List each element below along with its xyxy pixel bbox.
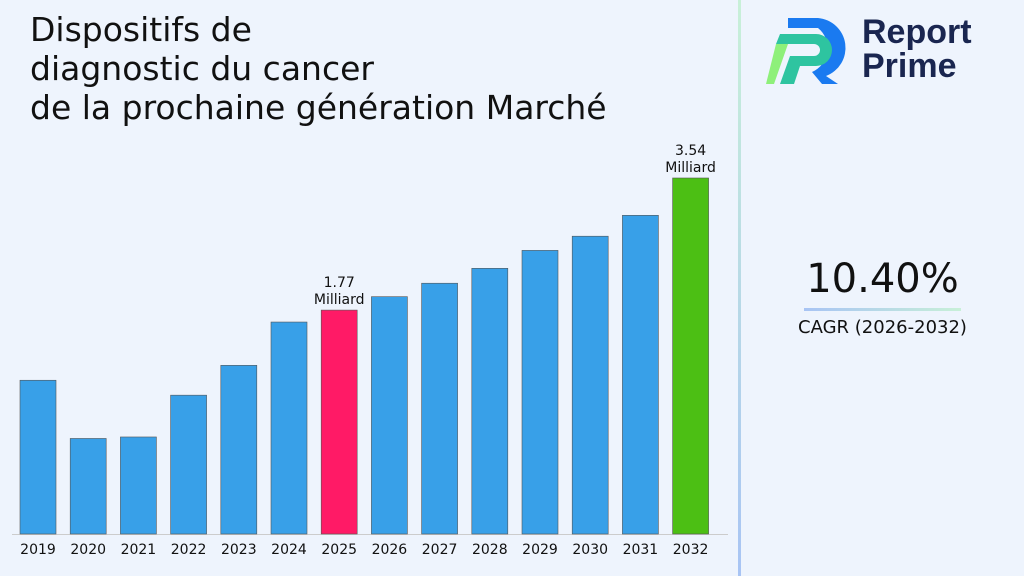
x-tick-label: 2019 <box>20 542 56 558</box>
bar-2030 <box>571 235 609 535</box>
cagr-label: CAGR (2026-2032) <box>798 317 967 338</box>
bar-2020 <box>69 438 107 535</box>
x-tick-label: 2028 <box>472 542 508 558</box>
bar-2028 <box>471 268 509 535</box>
x-tick-label: 2027 <box>422 542 458 558</box>
data-label-unit: Milliard <box>314 292 365 308</box>
x-tick-label: 2020 <box>70 542 106 558</box>
x-tick-label: 2024 <box>271 542 307 558</box>
x-tick-label: 2021 <box>121 542 157 558</box>
bar-2023 <box>220 365 258 535</box>
bar-2022 <box>170 394 207 535</box>
logo-text-prime: Prime <box>862 47 957 85</box>
data-label-unit: Milliard <box>665 160 716 176</box>
bar-2019 <box>19 379 57 535</box>
cagr-underline <box>804 308 961 311</box>
x-tick-label: 2026 <box>372 542 408 558</box>
bar-2021 <box>120 436 157 535</box>
logo-icon <box>766 18 846 84</box>
data-label-value: 1.77 <box>324 275 355 291</box>
x-tick-label: 2030 <box>572 542 608 558</box>
x-tick-label: 2023 <box>221 542 257 558</box>
bar-2032 <box>672 177 709 535</box>
x-tick-label: 2031 <box>623 542 659 558</box>
bar-2029 <box>521 250 559 535</box>
chart-title: Dispositifs de diagnostic du cancer de l… <box>30 10 607 127</box>
bar-2031 <box>622 215 659 535</box>
bar-chart: 2019 2020 2021 2022 2023 2024 2025 2026 2027 2028… <box>12 143 728 558</box>
x-tick-label: 2025 <box>321 542 357 558</box>
x-tick-label: 2022 <box>171 542 207 558</box>
x-tick-label: 2029 <box>522 542 558 558</box>
x-tick-label: 2032 <box>673 542 709 558</box>
bar-2027 <box>421 282 458 535</box>
bar-2025 <box>320 309 358 535</box>
bar-2024 <box>270 321 308 535</box>
divider <box>738 0 741 576</box>
bar-2026 <box>371 296 408 535</box>
cagr-panel: 10.40% CAGR (2026-2032) <box>790 256 975 338</box>
report-prime-logo: Report Prime <box>766 14 972 84</box>
logo-text-report: Report <box>862 13 972 51</box>
cagr-value: 10.40% <box>806 256 959 302</box>
data-label-value: 3.54 <box>675 143 706 159</box>
